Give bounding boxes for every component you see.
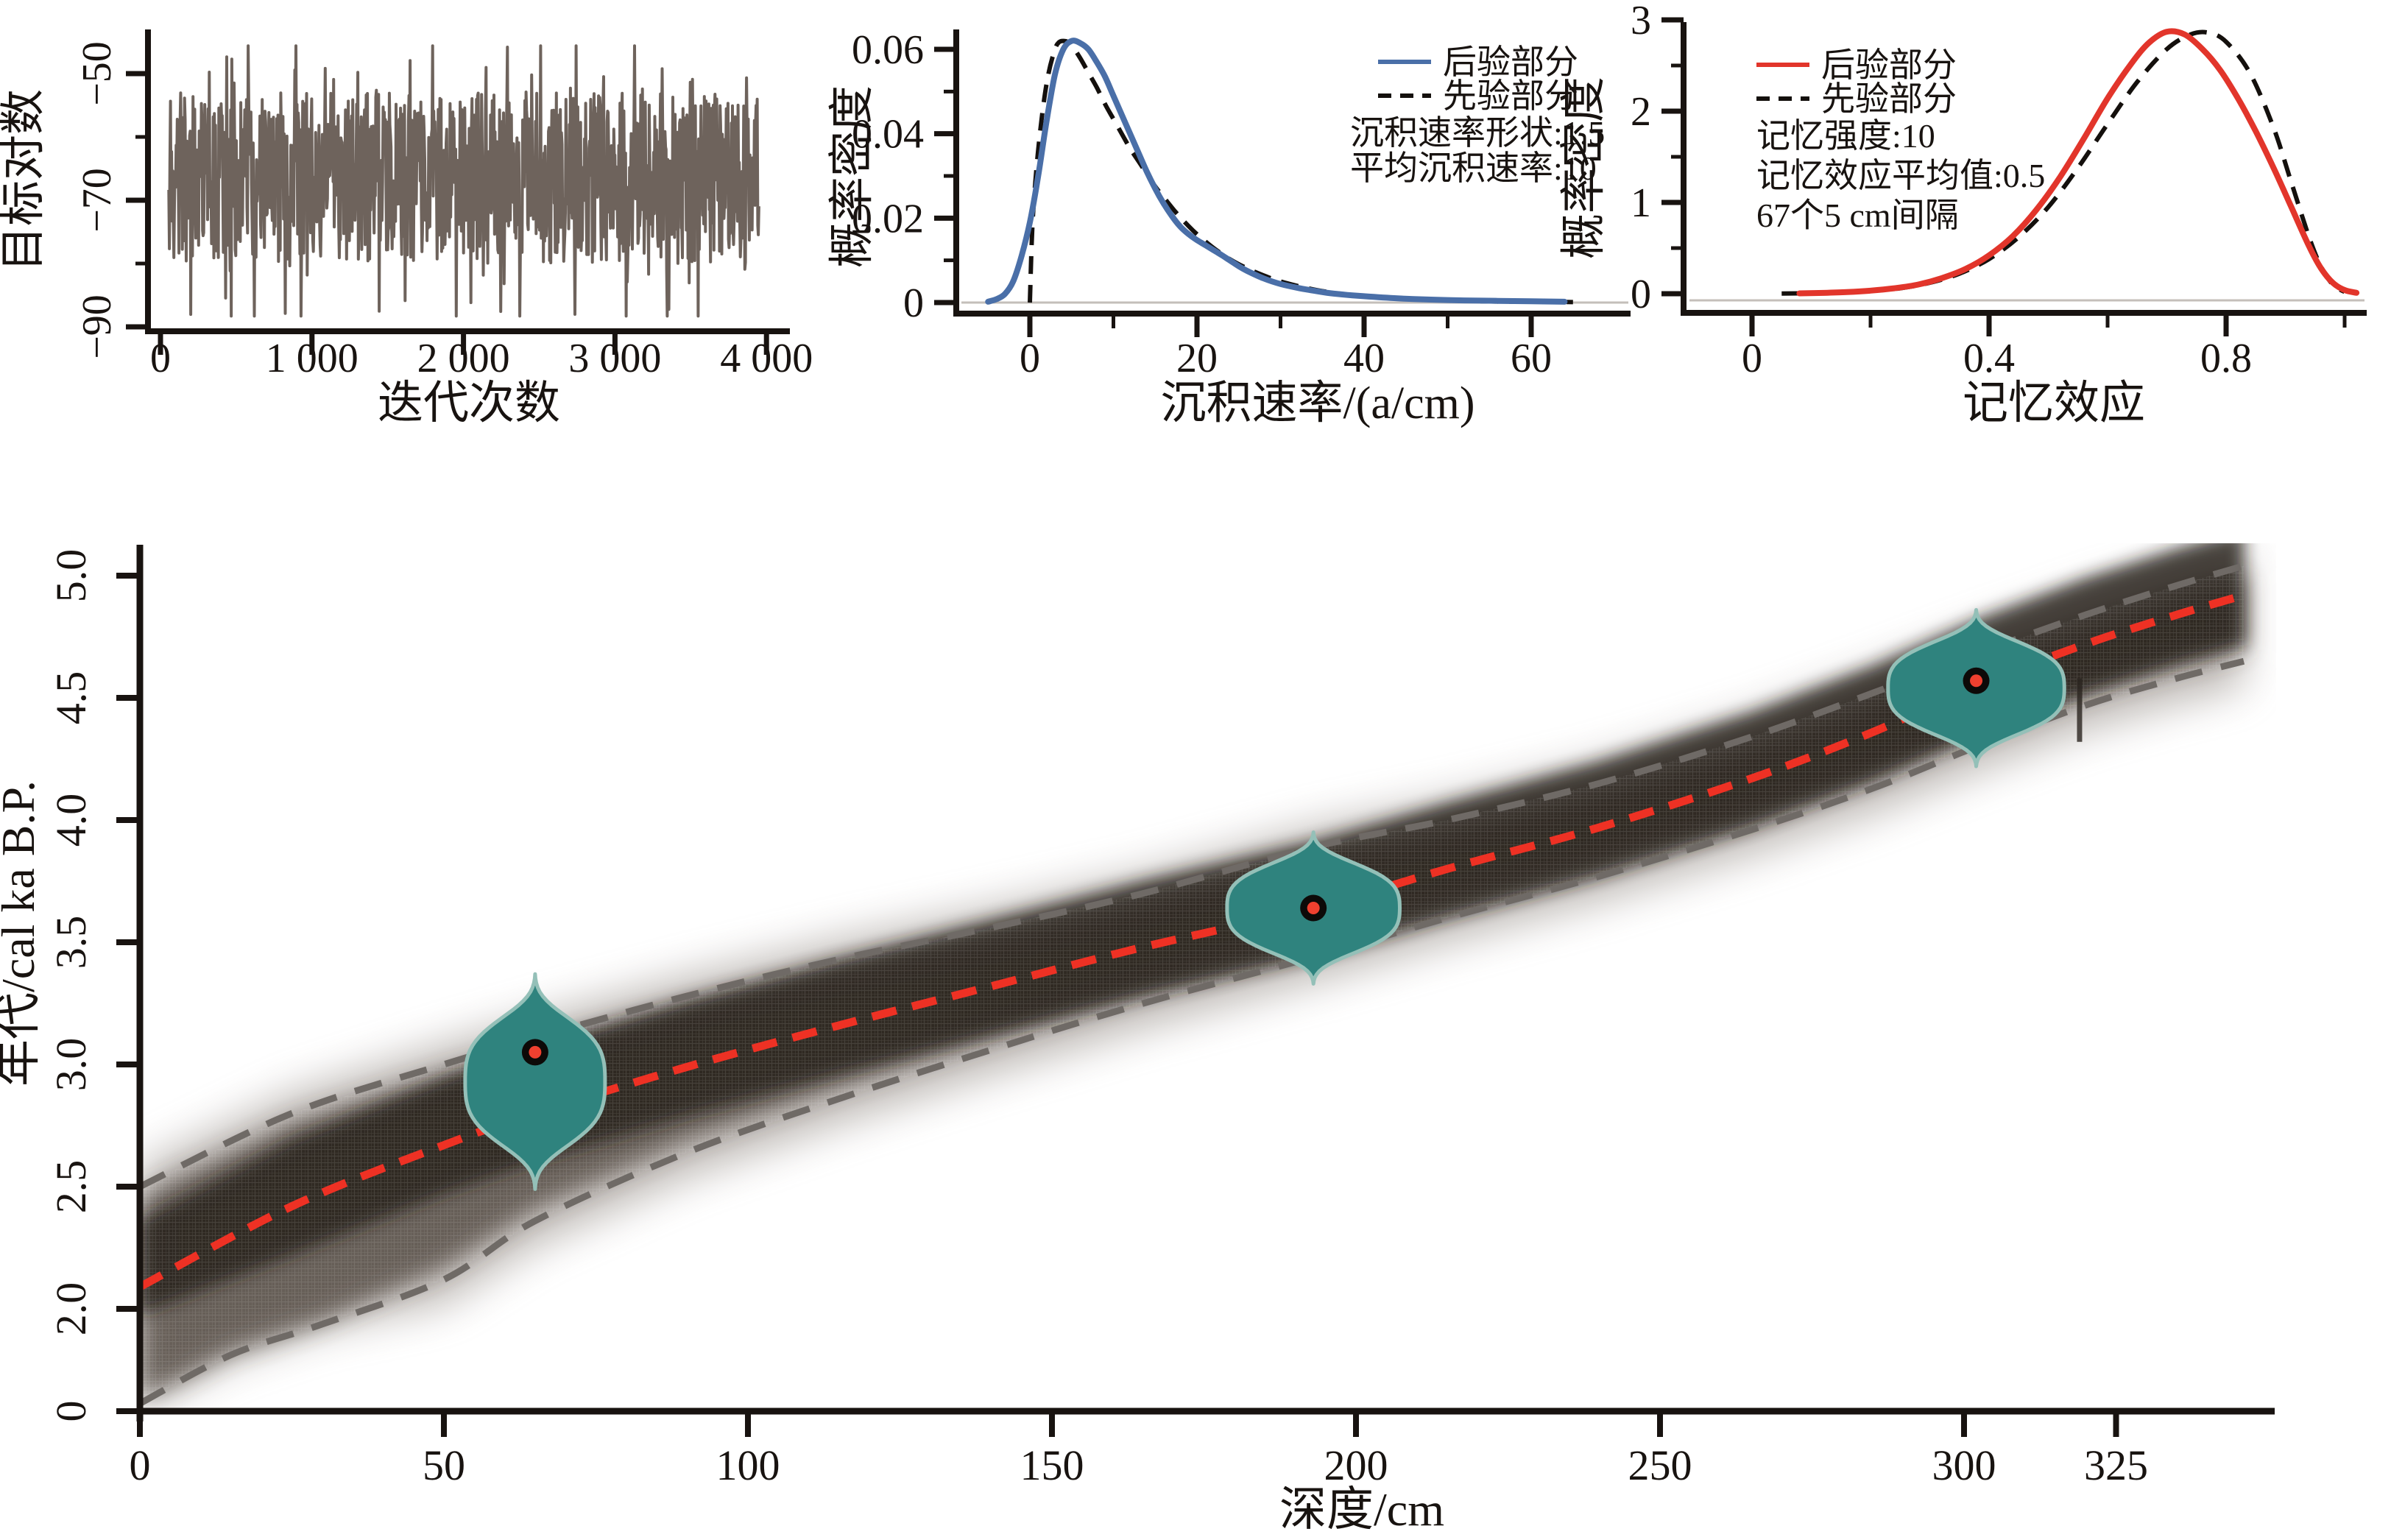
- posterior-curve: [985, 38, 1568, 305]
- y-tick-label: 2: [1631, 89, 1651, 135]
- x-axis-title: 深度/cm: [1279, 1483, 1444, 1536]
- y-tick-label: −90: [74, 294, 120, 359]
- y-axis-title: 概率密度: [1559, 77, 1609, 259]
- x-tick-label: 50: [423, 1441, 465, 1489]
- panel-mcmc-trace: −50 −70 −90 0 1 000 2 000 3 000 4 000 迭代次数 目标对数: [0, 29, 813, 428]
- x-tick-label: 200: [1324, 1441, 1388, 1489]
- date-dot: [1970, 674, 1983, 688]
- annotation-text: 记忆效应平均值:0.5: [1756, 157, 2045, 194]
- x-axis-title: 迭代次数: [378, 378, 560, 428]
- annotation-text: 记忆强度:10: [1756, 117, 1935, 155]
- y-axis-title: 目标对数: [0, 89, 49, 272]
- y-tick-label: 0.06: [852, 27, 924, 73]
- y-tick-label: 1: [1631, 180, 1651, 226]
- y-axis-title: 年代/cal ka B.P.: [0, 780, 44, 1087]
- annotation-text: 沉积速率形状:1.5: [1350, 114, 1605, 152]
- x-tick-label: 150: [1020, 1441, 1084, 1489]
- x-tick-label: 20: [1176, 336, 1218, 381]
- x-tick-label: 0: [1742, 336, 1762, 381]
- y-tick-label: −50: [74, 41, 120, 106]
- y-tick-label: 5.0: [47, 549, 95, 603]
- mcmc-trace-line: [167, 44, 760, 318]
- y-tick-label: 0: [1631, 272, 1651, 317]
- annotation-text: 平均沉积速率:10: [1350, 149, 1597, 187]
- y-tick-label: 0.02: [852, 196, 924, 241]
- x-tick-label: 60: [1511, 336, 1552, 381]
- y-tick-label: 2.0: [47, 1282, 95, 1336]
- y-tick-label: −70: [74, 168, 120, 233]
- y-tick-label: 2.5: [47, 1160, 95, 1214]
- panel-age-depth: 0 2.0 2.5 3.0 3.5 4.0 4.5 5.0 0 50 100 150 200 250 300…: [0, 543, 2275, 1536]
- x-tick-label: 0: [150, 336, 171, 381]
- band-texture: [140, 565, 2244, 1404]
- uncertainty-band: [140, 543, 2244, 1409]
- date-dot: [529, 1045, 542, 1059]
- x-tick-label: 300: [1932, 1441, 1996, 1489]
- x-tick-label: 0.8: [2200, 336, 2252, 381]
- x-tick-label: 0: [1020, 336, 1040, 381]
- x-tick-label: 3 000: [568, 336, 661, 381]
- legend-label: 先验部分: [1443, 77, 1578, 115]
- y-axis-title: 概率密度: [827, 85, 877, 268]
- x-axis-title: 沉积速率/(a/cm): [1160, 378, 1474, 428]
- x-tick-label: 0.4: [1963, 336, 2015, 381]
- x-tick-label: 325: [2084, 1441, 2148, 1489]
- x-tick-label: 250: [1628, 1441, 1692, 1489]
- panel-memory: 0 1 2 3 0 0.4 0.8 记忆效应 概率密度 后验部分先验部分记忆强度:10记忆效应平均…: [1559, 0, 2367, 428]
- y-tick-label: 4.0: [47, 794, 95, 847]
- y-tick-label: 4.5: [47, 671, 95, 725]
- x-tick-label: 0: [130, 1441, 151, 1489]
- x-tick-label: 1 000: [266, 336, 359, 381]
- legend-label: 后验部分: [1443, 43, 1578, 81]
- posterior-curve: [1796, 28, 2360, 297]
- ci-lower-line: [138, 657, 2245, 1407]
- panel-acc-rate: 00.020.040.060 20 40 60沉积速率/(a/cm)概率密度后验部分先…: [827, 27, 1631, 428]
- y-tick-label: 3.0: [47, 1038, 95, 1092]
- y-tick-label: 3.5: [47, 916, 95, 969]
- y-tick-label: 3: [1631, 0, 1651, 43]
- legend-label: 先验部分: [1821, 80, 1957, 118]
- x-tick-label: 4 000: [720, 336, 813, 381]
- y-tick-label: 0: [903, 280, 924, 326]
- x-tick-label: 40: [1343, 336, 1385, 381]
- x-axis-title: 记忆效应: [1963, 378, 2145, 428]
- date-dot: [1307, 902, 1320, 915]
- y-tick-label: 0.04: [852, 112, 924, 158]
- annotation-text: 67个5 cm间隔: [1756, 197, 1959, 234]
- x-tick-label: 2 000: [417, 336, 510, 381]
- legend-label: 后验部分: [1821, 46, 1957, 84]
- y-tick-label: 0: [47, 1401, 95, 1422]
- x-tick-label: 100: [716, 1441, 780, 1489]
- date-violin: [463, 972, 607, 1191]
